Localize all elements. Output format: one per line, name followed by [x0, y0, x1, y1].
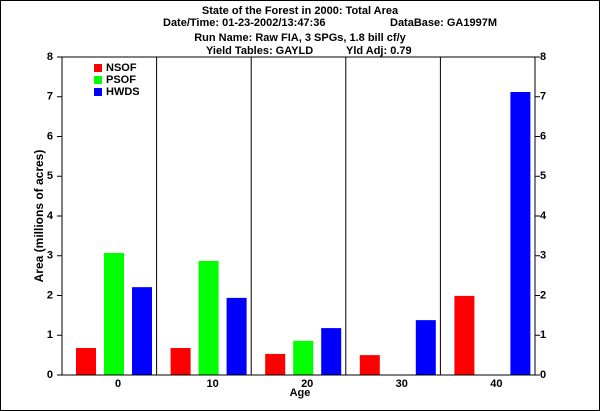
bar — [321, 328, 342, 375]
y-tick-label: 5 — [47, 170, 53, 182]
bar — [510, 91, 531, 375]
x-tick-label: 0 — [115, 378, 121, 390]
bar — [132, 287, 152, 375]
y2-tick-label: 6 — [540, 130, 546, 142]
bar — [226, 297, 247, 375]
y2-tick-label: 3 — [540, 250, 546, 262]
x-axis-label: Age — [290, 387, 311, 399]
legend-label: NSOF — [106, 62, 137, 74]
bar — [198, 260, 219, 375]
x-tick-label: 10 — [206, 378, 218, 390]
subtitle: Run Name: Raw FIA, 3 SPGs, 1.8 bill cf/y — [194, 32, 406, 44]
y2-tick-label: 0 — [540, 369, 546, 381]
bar — [454, 295, 475, 375]
subtitle: Date/Time: 01-23-2002/13:47:36 — [163, 17, 325, 29]
y-tick-label: 4 — [47, 210, 54, 222]
y2-tick-label: 4 — [540, 210, 547, 222]
y-tick-label: 1 — [47, 329, 53, 341]
y-tick-label: 0 — [47, 369, 53, 381]
y-tick-label: 8 — [47, 51, 53, 63]
x-tick-label: 20 — [301, 378, 313, 390]
y-tick-label: 2 — [47, 289, 53, 301]
y2-tick-label: 2 — [540, 289, 546, 301]
legend-swatch — [94, 88, 102, 96]
y-axis-label: Area (millions of acres) — [32, 150, 46, 283]
x-tick-label: 30 — [396, 378, 408, 390]
y-tick-label: 7 — [47, 91, 53, 103]
chart-title: State of the Forest in 2000: Total Area — [202, 5, 399, 17]
bar — [293, 340, 314, 375]
plot-border — [61, 56, 536, 376]
subtitle: Yld Adj: 0.79 — [346, 45, 412, 57]
y2-tick-label: 8 — [540, 51, 546, 63]
y2-tick-label: 7 — [540, 91, 546, 103]
y-tick-label: 6 — [47, 130, 53, 142]
bar — [265, 353, 286, 375]
legend-swatch — [94, 76, 102, 84]
legend-label: PSOF — [106, 74, 136, 86]
subtitle: Yield Tables: GAYLD — [206, 45, 313, 57]
x-tick-label: 40 — [490, 378, 502, 390]
legend-label: HWDS — [106, 86, 140, 98]
bar — [359, 355, 380, 375]
bar — [170, 347, 191, 375]
legend-swatch — [94, 64, 102, 72]
y2-tick-label: 5 — [540, 170, 546, 182]
y-tick-label: 3 — [47, 250, 53, 262]
subtitle: DataBase: GA1997M — [390, 17, 497, 29]
bar — [415, 320, 436, 375]
y2-tick-label: 1 — [540, 329, 546, 341]
bar — [104, 252, 124, 375]
bar — [76, 347, 96, 375]
